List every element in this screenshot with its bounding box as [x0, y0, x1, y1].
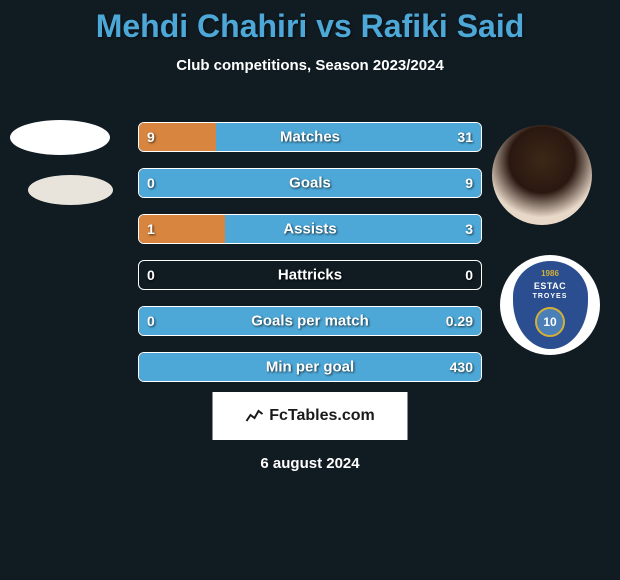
stat-label: Min per goal [266, 359, 354, 376]
stat-label: Goals per match [251, 313, 369, 330]
stat-row-matches: 9 Matches 31 [138, 122, 482, 152]
player1-avatar [10, 120, 110, 155]
stat-value-left: 0 [147, 175, 155, 191]
stat-row-goals: 0 Goals 9 [138, 168, 482, 198]
stat-value-right: 0.29 [446, 313, 473, 329]
stat-value-left: 1 [147, 221, 155, 237]
stat-row-hattricks: 0 Hattricks 0 [138, 260, 482, 290]
club-badge-shape: 1986 ESTAC TROYES 10 [513, 261, 588, 349]
stat-label: Assists [283, 221, 336, 238]
club-badge-city: TROYES [533, 293, 568, 300]
stat-bar-right [216, 123, 481, 151]
stat-label: Goals [289, 175, 331, 192]
stat-row-goals-per-match: 0 Goals per match 0.29 [138, 306, 482, 336]
stat-row-min-per-goal: Min per goal 430 [138, 352, 482, 382]
stat-label: Hattricks [278, 267, 342, 284]
watermark: FcTables.com [213, 392, 408, 440]
stat-value-left: 0 [147, 267, 155, 283]
player1-club-badge [28, 175, 113, 205]
date-label: 6 august 2024 [260, 455, 359, 472]
stat-value-right: 31 [457, 129, 473, 145]
club-badge-year: 1986 [541, 269, 559, 278]
stat-label: Matches [280, 129, 340, 146]
stat-value-right: 9 [465, 175, 473, 191]
stats-container: 9 Matches 31 0 Goals 9 1 Assists 3 0 Hat… [138, 122, 482, 398]
player2-avatar [492, 125, 592, 225]
stat-value-left: 0 [147, 313, 155, 329]
stat-value-right: 3 [465, 221, 473, 237]
comparison-title: Mehdi Chahiri vs Rafiki Said [0, 0, 620, 45]
comparison-subtitle: Club competitions, Season 2023/2024 [0, 57, 620, 74]
stat-bar-right [225, 215, 482, 243]
club-badge-number: 10 [535, 307, 565, 337]
stat-value-right: 430 [450, 359, 473, 375]
player2-club-badge: 1986 ESTAC TROYES 10 [500, 255, 600, 355]
watermark-icon [245, 408, 263, 425]
stat-value-right: 0 [465, 267, 473, 283]
stat-row-assists: 1 Assists 3 [138, 214, 482, 244]
stat-value-left: 9 [147, 129, 155, 145]
club-badge-name: ESTAC [534, 281, 566, 291]
watermark-text: FcTables.com [269, 407, 375, 425]
